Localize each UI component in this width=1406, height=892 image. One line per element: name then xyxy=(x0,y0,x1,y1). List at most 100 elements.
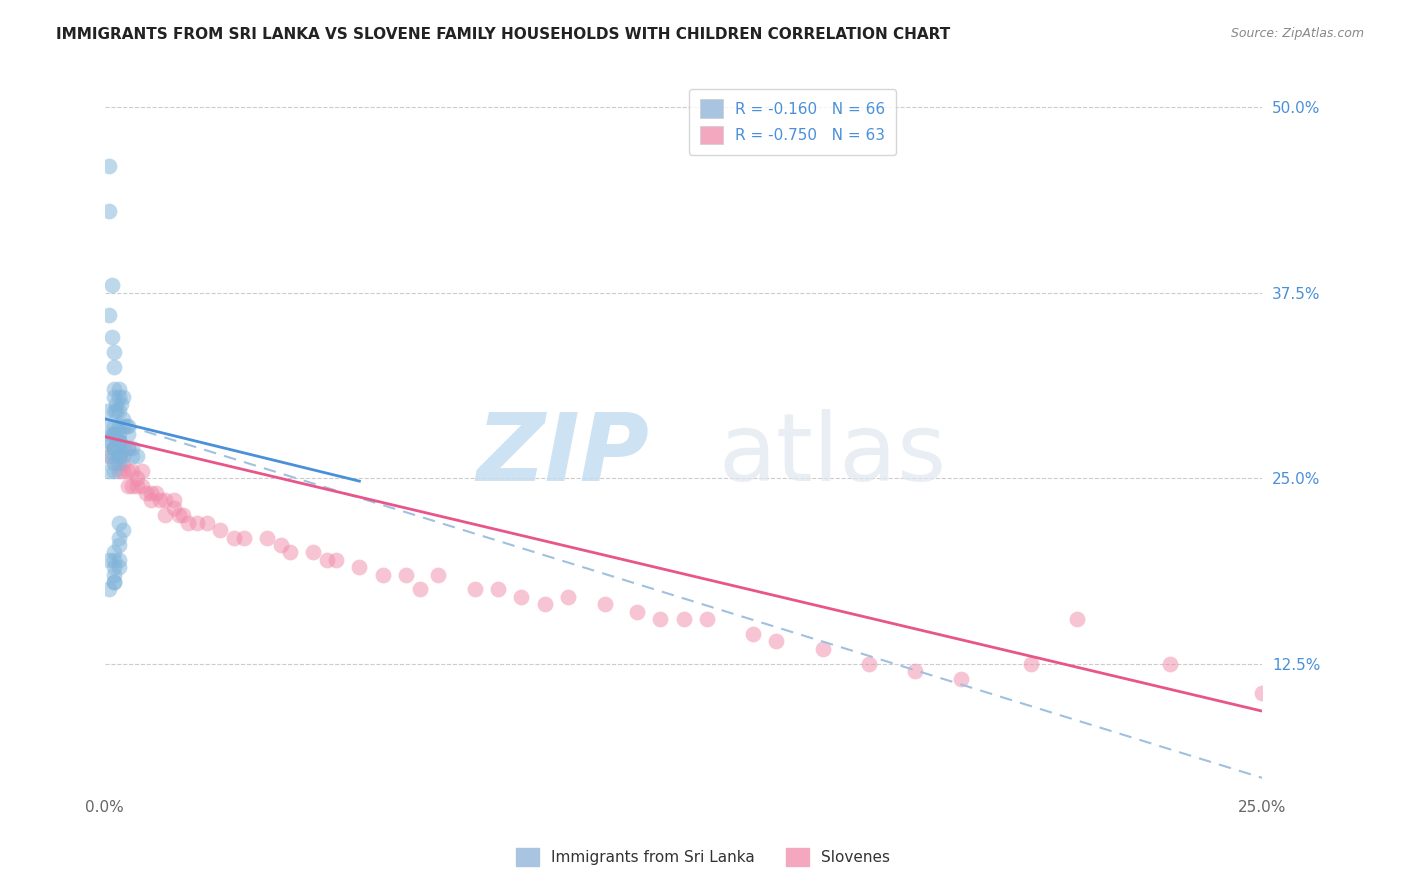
Point xyxy=(103,442,125,456)
Point xyxy=(408,582,430,597)
Point xyxy=(107,449,129,463)
Point xyxy=(107,382,129,396)
Point xyxy=(107,449,129,463)
Point xyxy=(100,330,122,344)
Point xyxy=(103,419,125,434)
Point xyxy=(103,345,125,359)
Point xyxy=(98,308,121,322)
Point xyxy=(486,582,509,597)
Point xyxy=(1066,612,1088,626)
Point xyxy=(98,434,121,448)
Point xyxy=(371,567,394,582)
Point xyxy=(650,612,672,626)
Point xyxy=(107,390,129,404)
Point xyxy=(103,390,125,404)
Point xyxy=(177,516,200,530)
Point xyxy=(112,419,135,434)
Point xyxy=(103,404,125,418)
Point xyxy=(427,567,450,582)
Point xyxy=(325,553,347,567)
Point xyxy=(593,597,616,611)
Point xyxy=(139,486,162,500)
Point xyxy=(167,508,190,523)
Point xyxy=(163,493,186,508)
Point xyxy=(103,449,125,463)
Point xyxy=(98,449,121,463)
Point xyxy=(98,204,121,219)
Point xyxy=(224,531,246,545)
Legend: R = -0.160   N = 66, R = -0.750   N = 63: R = -0.160 N = 66, R = -0.750 N = 63 xyxy=(689,88,896,155)
Point xyxy=(232,531,254,545)
Point xyxy=(131,478,153,492)
Point xyxy=(100,426,122,441)
Point xyxy=(121,442,143,456)
Point xyxy=(209,523,232,537)
Point xyxy=(117,442,139,456)
Point xyxy=(278,545,301,559)
Text: Source: ZipAtlas.com: Source: ZipAtlas.com xyxy=(1230,27,1364,40)
Point xyxy=(107,434,129,448)
Point xyxy=(1251,686,1274,700)
Point xyxy=(316,553,339,567)
Point xyxy=(858,657,880,671)
Point xyxy=(270,538,292,552)
Point xyxy=(950,672,973,686)
Point xyxy=(672,612,695,626)
Point xyxy=(107,553,129,567)
Point xyxy=(127,471,149,485)
Point xyxy=(112,442,135,456)
Point xyxy=(107,560,129,574)
Text: ZIP: ZIP xyxy=(477,409,648,501)
Point xyxy=(302,545,325,559)
Point xyxy=(98,582,121,597)
Point xyxy=(153,508,176,523)
Point xyxy=(103,426,125,441)
Point xyxy=(103,545,125,559)
Point xyxy=(117,419,139,434)
Point xyxy=(626,605,648,619)
Legend: Immigrants from Sri Lanka, Slovenes: Immigrants from Sri Lanka, Slovenes xyxy=(508,838,898,875)
Point xyxy=(105,397,128,411)
Point xyxy=(117,442,139,456)
Point xyxy=(145,486,167,500)
Point xyxy=(172,508,194,523)
Point xyxy=(98,160,121,174)
Point xyxy=(510,590,533,604)
Point xyxy=(811,641,834,656)
Point xyxy=(103,426,125,441)
Point xyxy=(107,456,129,470)
Point xyxy=(742,627,765,641)
Point xyxy=(103,464,125,478)
Point xyxy=(135,486,157,500)
Text: atlas: atlas xyxy=(718,409,946,501)
Point xyxy=(107,426,129,441)
Point xyxy=(121,464,143,478)
Point xyxy=(105,404,128,418)
Point xyxy=(107,449,129,463)
Point xyxy=(96,434,118,448)
Point xyxy=(1159,657,1181,671)
Point xyxy=(98,553,121,567)
Point xyxy=(103,456,125,470)
Point xyxy=(186,516,208,530)
Point xyxy=(121,478,143,492)
Point xyxy=(107,434,129,448)
Point xyxy=(110,397,132,411)
Point xyxy=(103,442,125,456)
Point xyxy=(533,597,555,611)
Point xyxy=(103,575,125,590)
Point xyxy=(163,500,186,515)
Point xyxy=(195,516,218,530)
Point xyxy=(103,575,125,590)
Point xyxy=(107,434,129,448)
Point xyxy=(112,464,135,478)
Point xyxy=(103,382,125,396)
Point xyxy=(98,464,121,478)
Point xyxy=(107,419,129,434)
Point xyxy=(107,531,129,545)
Point xyxy=(98,419,121,434)
Point xyxy=(103,567,125,582)
Point xyxy=(100,278,122,293)
Point xyxy=(107,464,129,478)
Point xyxy=(103,442,125,456)
